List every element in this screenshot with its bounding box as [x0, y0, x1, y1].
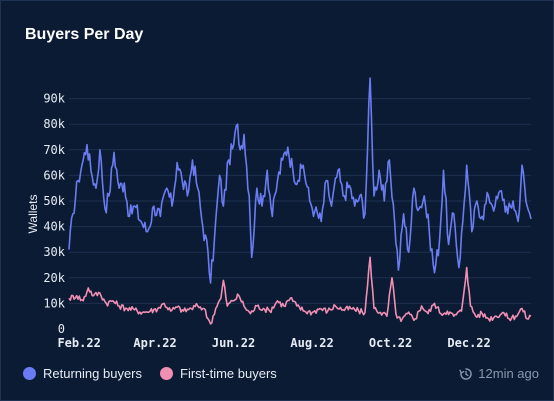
series-line-first-time [68, 256, 532, 325]
last-updated-text: 12min ago [478, 366, 539, 381]
x-axis-ticks: Feb.22 Apr.22 Jun.22 Aug.22 Oct.22 Dec.22 [57, 336, 490, 350]
y-tick-label: 60k [43, 168, 65, 182]
y-tick-label: 40k [43, 220, 65, 234]
series-lines [68, 77, 532, 325]
y-tick-label: 90k [43, 92, 65, 106]
refresh-clock-icon [459, 367, 473, 380]
x-tick-label: Apr.22 [133, 336, 176, 350]
legend-item-returning[interactable]: Returning buyers [23, 366, 142, 381]
y-tick-label: 30k [43, 245, 65, 259]
last-updated: 12min ago [459, 366, 539, 381]
y-tick-label: 0 [58, 322, 65, 336]
x-tick-label: Aug.22 [290, 336, 333, 350]
x-tick-label: Jun.22 [212, 336, 255, 350]
x-tick-label: Feb.22 [57, 336, 100, 350]
legend: Returning buyers First-time buyers [23, 366, 295, 381]
legend-swatch-returning [23, 367, 36, 380]
buyers-line-chart: 0 10k 20k 30k 40k 50k 60k 70k 80k 90k Feb.22 Apr.2… [26, 77, 532, 350]
legend-label-first-time: First-time buyers [180, 366, 277, 381]
y-axis-ticks: 0 10k 20k 30k 40k 50k 60k 70k 80k 90k [43, 92, 65, 336]
y-tick-label: 10k [43, 296, 65, 310]
y-axis-label: Wallets [26, 195, 40, 234]
x-tick-label: Oct.22 [369, 336, 412, 350]
y-tick-label: 20k [43, 271, 65, 285]
y-tick-label: 80k [43, 117, 65, 131]
legend-label-returning: Returning buyers [43, 366, 142, 381]
y-tick-label: 50k [43, 194, 65, 208]
legend-swatch-first-time [160, 367, 173, 380]
series-line-returning [68, 77, 532, 284]
x-tick-label: Dec.22 [447, 336, 490, 350]
chart-title: Buyers Per Day [25, 26, 144, 43]
gridlines [69, 98, 531, 304]
y-tick-label: 70k [43, 143, 65, 157]
legend-item-first-time[interactable]: First-time buyers [160, 366, 277, 381]
